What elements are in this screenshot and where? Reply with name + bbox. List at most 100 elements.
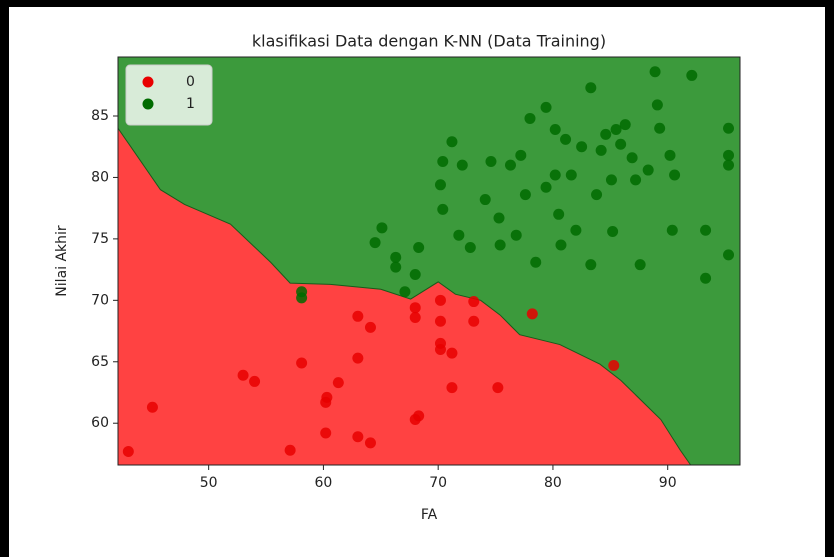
data-point: [610, 124, 622, 136]
data-point: [464, 241, 476, 253]
data-point: [409, 269, 421, 281]
plot-border: [117, 56, 741, 466]
data-point: [519, 189, 531, 201]
data-point: [332, 377, 344, 389]
data-point: [686, 69, 698, 81]
data-point: [504, 159, 516, 171]
data-point: [364, 321, 376, 333]
legend-label: 0: [186, 74, 195, 90]
data-point: [608, 359, 620, 371]
chart-title: klasifikasi Data dengan K-NN (Data Train…: [252, 32, 606, 51]
data-point: [585, 82, 597, 94]
data-point: [437, 155, 449, 167]
data-point: [649, 66, 661, 78]
data-point: [413, 241, 425, 253]
data-point: [666, 224, 678, 236]
data-point: [352, 310, 364, 322]
data-point: [352, 352, 364, 364]
data-point: [485, 155, 497, 167]
x-axis-label: FA: [421, 507, 438, 523]
x-tick-label: 50: [200, 475, 218, 491]
data-point: [493, 212, 505, 224]
data-point: [321, 391, 333, 403]
data-point: [642, 164, 654, 176]
data-point: [434, 179, 446, 191]
data-point: [468, 315, 480, 327]
x-tick-label: 60: [315, 475, 333, 491]
data-point: [376, 222, 388, 234]
data-point: [468, 296, 480, 308]
data-point: [296, 292, 308, 304]
data-point: [352, 431, 364, 443]
data-point: [369, 237, 381, 249]
y-tick-label: 70: [91, 292, 109, 308]
y-tick-label: 85: [91, 108, 109, 124]
data-point: [434, 343, 446, 355]
legend-label: 1: [186, 96, 195, 112]
data-point: [700, 272, 712, 284]
data-point: [494, 239, 506, 251]
y-axis-label: Nilai Akhir: [54, 225, 70, 297]
data-point: [553, 208, 565, 220]
data-point: [434, 294, 446, 306]
data-point: [446, 347, 458, 359]
data-point: [723, 149, 735, 161]
data-point: [591, 189, 603, 201]
data-point: [634, 259, 646, 271]
data-point: [605, 174, 617, 186]
data-point: [530, 256, 542, 268]
data-point: [364, 437, 376, 449]
data-point: [437, 203, 449, 215]
data-point: [723, 159, 735, 171]
data-point: [492, 382, 504, 394]
x-tick-label: 70: [429, 475, 447, 491]
data-point: [390, 261, 402, 273]
data-point: [576, 141, 588, 153]
data-point: [615, 138, 627, 150]
data-point: [446, 136, 458, 148]
data-point: [570, 224, 582, 236]
data-point: [524, 112, 536, 124]
legend-box: [125, 64, 213, 126]
data-point: [249, 375, 261, 387]
data-point: [409, 302, 421, 314]
x-tick-label: 80: [544, 475, 562, 491]
data-point: [565, 169, 577, 181]
data-point: [434, 315, 446, 327]
data-point: [146, 401, 158, 413]
data-point: [526, 308, 538, 320]
data-point: [585, 259, 597, 271]
data-point: [515, 149, 527, 161]
data-point: [669, 169, 681, 181]
data-point: [390, 251, 402, 263]
data-point: [595, 144, 607, 156]
data-point: [453, 229, 465, 241]
x-tick-label: 90: [659, 475, 677, 491]
region-class-0: [117, 126, 692, 466]
data-point: [560, 133, 572, 145]
data-point: [723, 249, 735, 261]
data-point: [284, 444, 296, 456]
data-point: [296, 357, 308, 369]
data-point: [409, 312, 421, 324]
data-point: [446, 382, 458, 394]
data-point: [510, 229, 522, 241]
data-point: [664, 149, 676, 161]
y-tick-label: 60: [91, 415, 109, 431]
data-point: [651, 99, 663, 111]
data-point: [540, 181, 552, 193]
data-point: [600, 128, 612, 140]
data-point: [122, 445, 134, 457]
legend-marker: [142, 76, 154, 88]
data-point: [607, 226, 619, 238]
y-tick-label: 80: [91, 169, 109, 185]
data-point: [540, 101, 552, 113]
data-point: [237, 369, 249, 381]
y-tick-label: 75: [91, 231, 109, 247]
data-point: [456, 159, 468, 171]
data-point: [413, 410, 425, 422]
data-point: [700, 224, 712, 236]
data-point: [630, 174, 642, 186]
